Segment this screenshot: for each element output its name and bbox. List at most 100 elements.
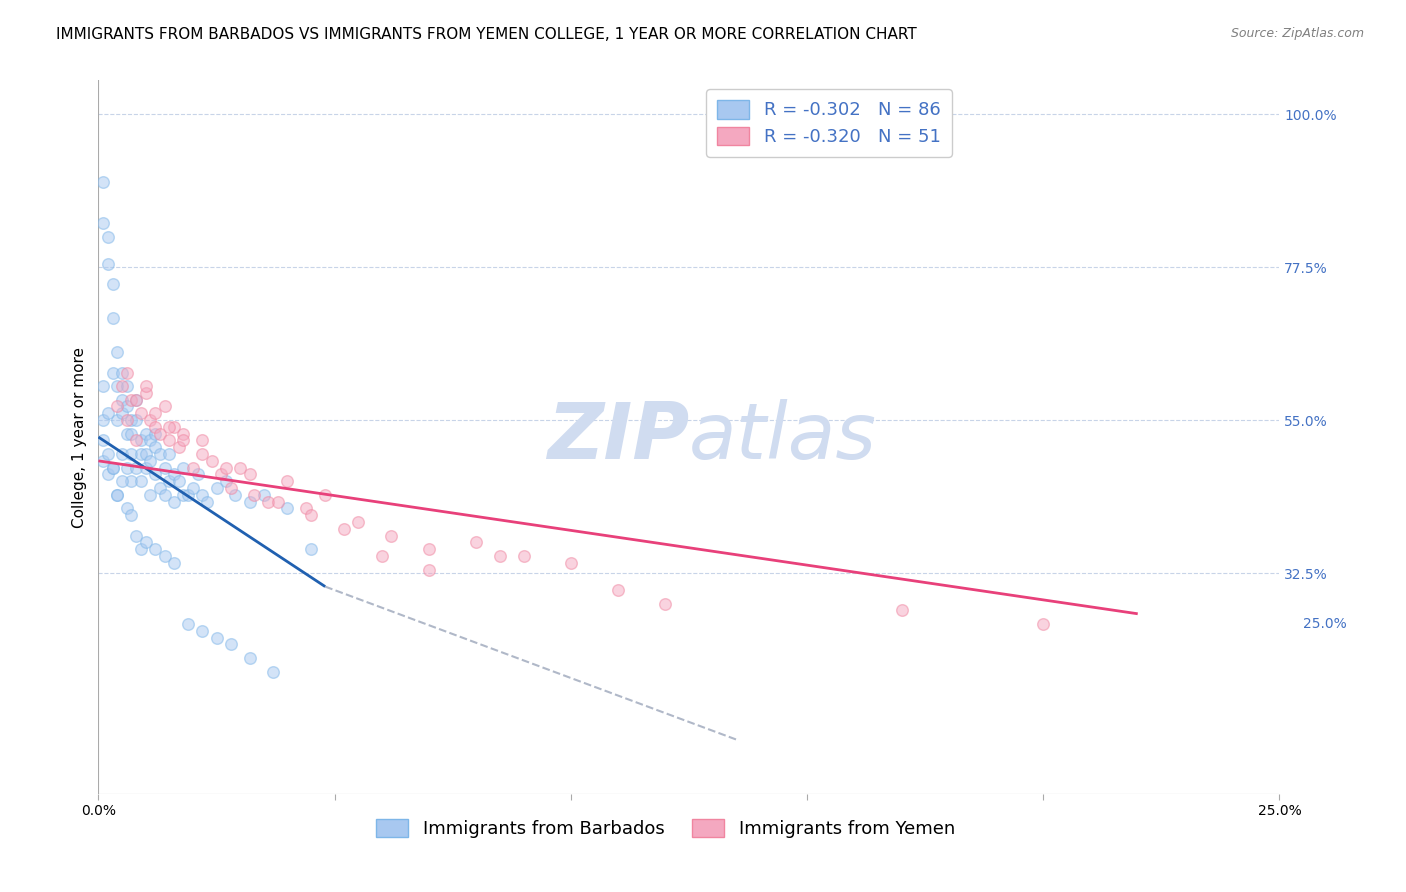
Point	[125, 460, 148, 475]
Text: 25.0%: 25.0%	[1303, 617, 1347, 631]
Point	[105, 488, 128, 502]
Point	[111, 475, 134, 489]
Point	[125, 528, 148, 542]
Point	[157, 420, 180, 434]
Point	[157, 475, 180, 489]
Point	[276, 475, 298, 489]
Point	[135, 535, 157, 549]
Point	[177, 488, 200, 502]
Point	[418, 563, 440, 577]
Point	[243, 488, 266, 502]
Legend: Immigrants from Barbados, Immigrants from Yemen: Immigrants from Barbados, Immigrants fro…	[366, 808, 966, 849]
Point	[187, 467, 209, 482]
Point	[295, 501, 318, 516]
Point	[512, 549, 534, 563]
Point	[111, 366, 134, 380]
Point	[97, 406, 120, 420]
Point	[239, 651, 262, 665]
Point	[172, 426, 194, 441]
Point	[347, 515, 370, 529]
Point	[153, 460, 176, 475]
Point	[143, 406, 166, 420]
Point	[163, 420, 186, 434]
Point	[153, 400, 176, 414]
Point	[276, 501, 298, 516]
Point	[143, 420, 166, 434]
Point	[135, 426, 157, 441]
Point	[101, 277, 124, 292]
Point	[125, 392, 148, 407]
Point	[115, 501, 138, 516]
Point	[149, 426, 172, 441]
Point	[489, 549, 512, 563]
Point	[149, 481, 172, 495]
Point	[262, 665, 284, 679]
Point	[121, 426, 143, 441]
Point	[149, 447, 172, 461]
Point	[201, 454, 224, 468]
Point	[654, 597, 676, 611]
Point	[195, 494, 218, 508]
Text: IMMIGRANTS FROM BARBADOS VS IMMIGRANTS FROM YEMEN COLLEGE, 1 YEAR OR MORE CORREL: IMMIGRANTS FROM BARBADOS VS IMMIGRANTS F…	[56, 27, 917, 42]
Point	[129, 542, 152, 557]
Point	[105, 379, 128, 393]
Point	[111, 379, 134, 393]
Point	[105, 413, 128, 427]
Point	[111, 447, 134, 461]
Point	[91, 454, 114, 468]
Point	[111, 392, 134, 407]
Point	[91, 434, 114, 448]
Point	[890, 603, 912, 617]
Point	[139, 434, 162, 448]
Point	[163, 556, 186, 570]
Point	[115, 413, 138, 427]
Point	[177, 617, 200, 632]
Point	[121, 475, 143, 489]
Point	[121, 413, 143, 427]
Point	[224, 488, 246, 502]
Point	[135, 385, 157, 400]
Point	[115, 379, 138, 393]
Text: Source: ZipAtlas.com: Source: ZipAtlas.com	[1230, 27, 1364, 40]
Point	[167, 475, 190, 489]
Point	[91, 413, 114, 427]
Point	[219, 637, 242, 651]
Point	[139, 488, 162, 502]
Point	[121, 447, 143, 461]
Point	[191, 624, 214, 638]
Point	[135, 447, 157, 461]
Point	[143, 467, 166, 482]
Point	[267, 494, 290, 508]
Point	[97, 467, 120, 482]
Point	[1032, 617, 1054, 632]
Point	[172, 460, 194, 475]
Point	[121, 508, 143, 523]
Point	[205, 481, 228, 495]
Point	[167, 440, 190, 454]
Point	[181, 460, 204, 475]
Point	[253, 488, 276, 502]
Point	[371, 549, 394, 563]
Point	[101, 460, 124, 475]
Point	[229, 460, 252, 475]
Point	[115, 426, 138, 441]
Point	[139, 413, 162, 427]
Point	[205, 631, 228, 645]
Point	[219, 481, 242, 495]
Point	[157, 447, 180, 461]
Point	[209, 467, 232, 482]
Point	[143, 542, 166, 557]
Point	[163, 467, 186, 482]
Text: ZIP: ZIP	[547, 399, 689, 475]
Point	[135, 379, 157, 393]
Point	[129, 475, 152, 489]
Point	[172, 488, 194, 502]
Point	[143, 426, 166, 441]
Point	[181, 481, 204, 495]
Point	[115, 366, 138, 380]
Point	[215, 460, 238, 475]
Point	[191, 488, 214, 502]
Point	[125, 434, 148, 448]
Point	[143, 440, 166, 454]
Point	[239, 494, 262, 508]
